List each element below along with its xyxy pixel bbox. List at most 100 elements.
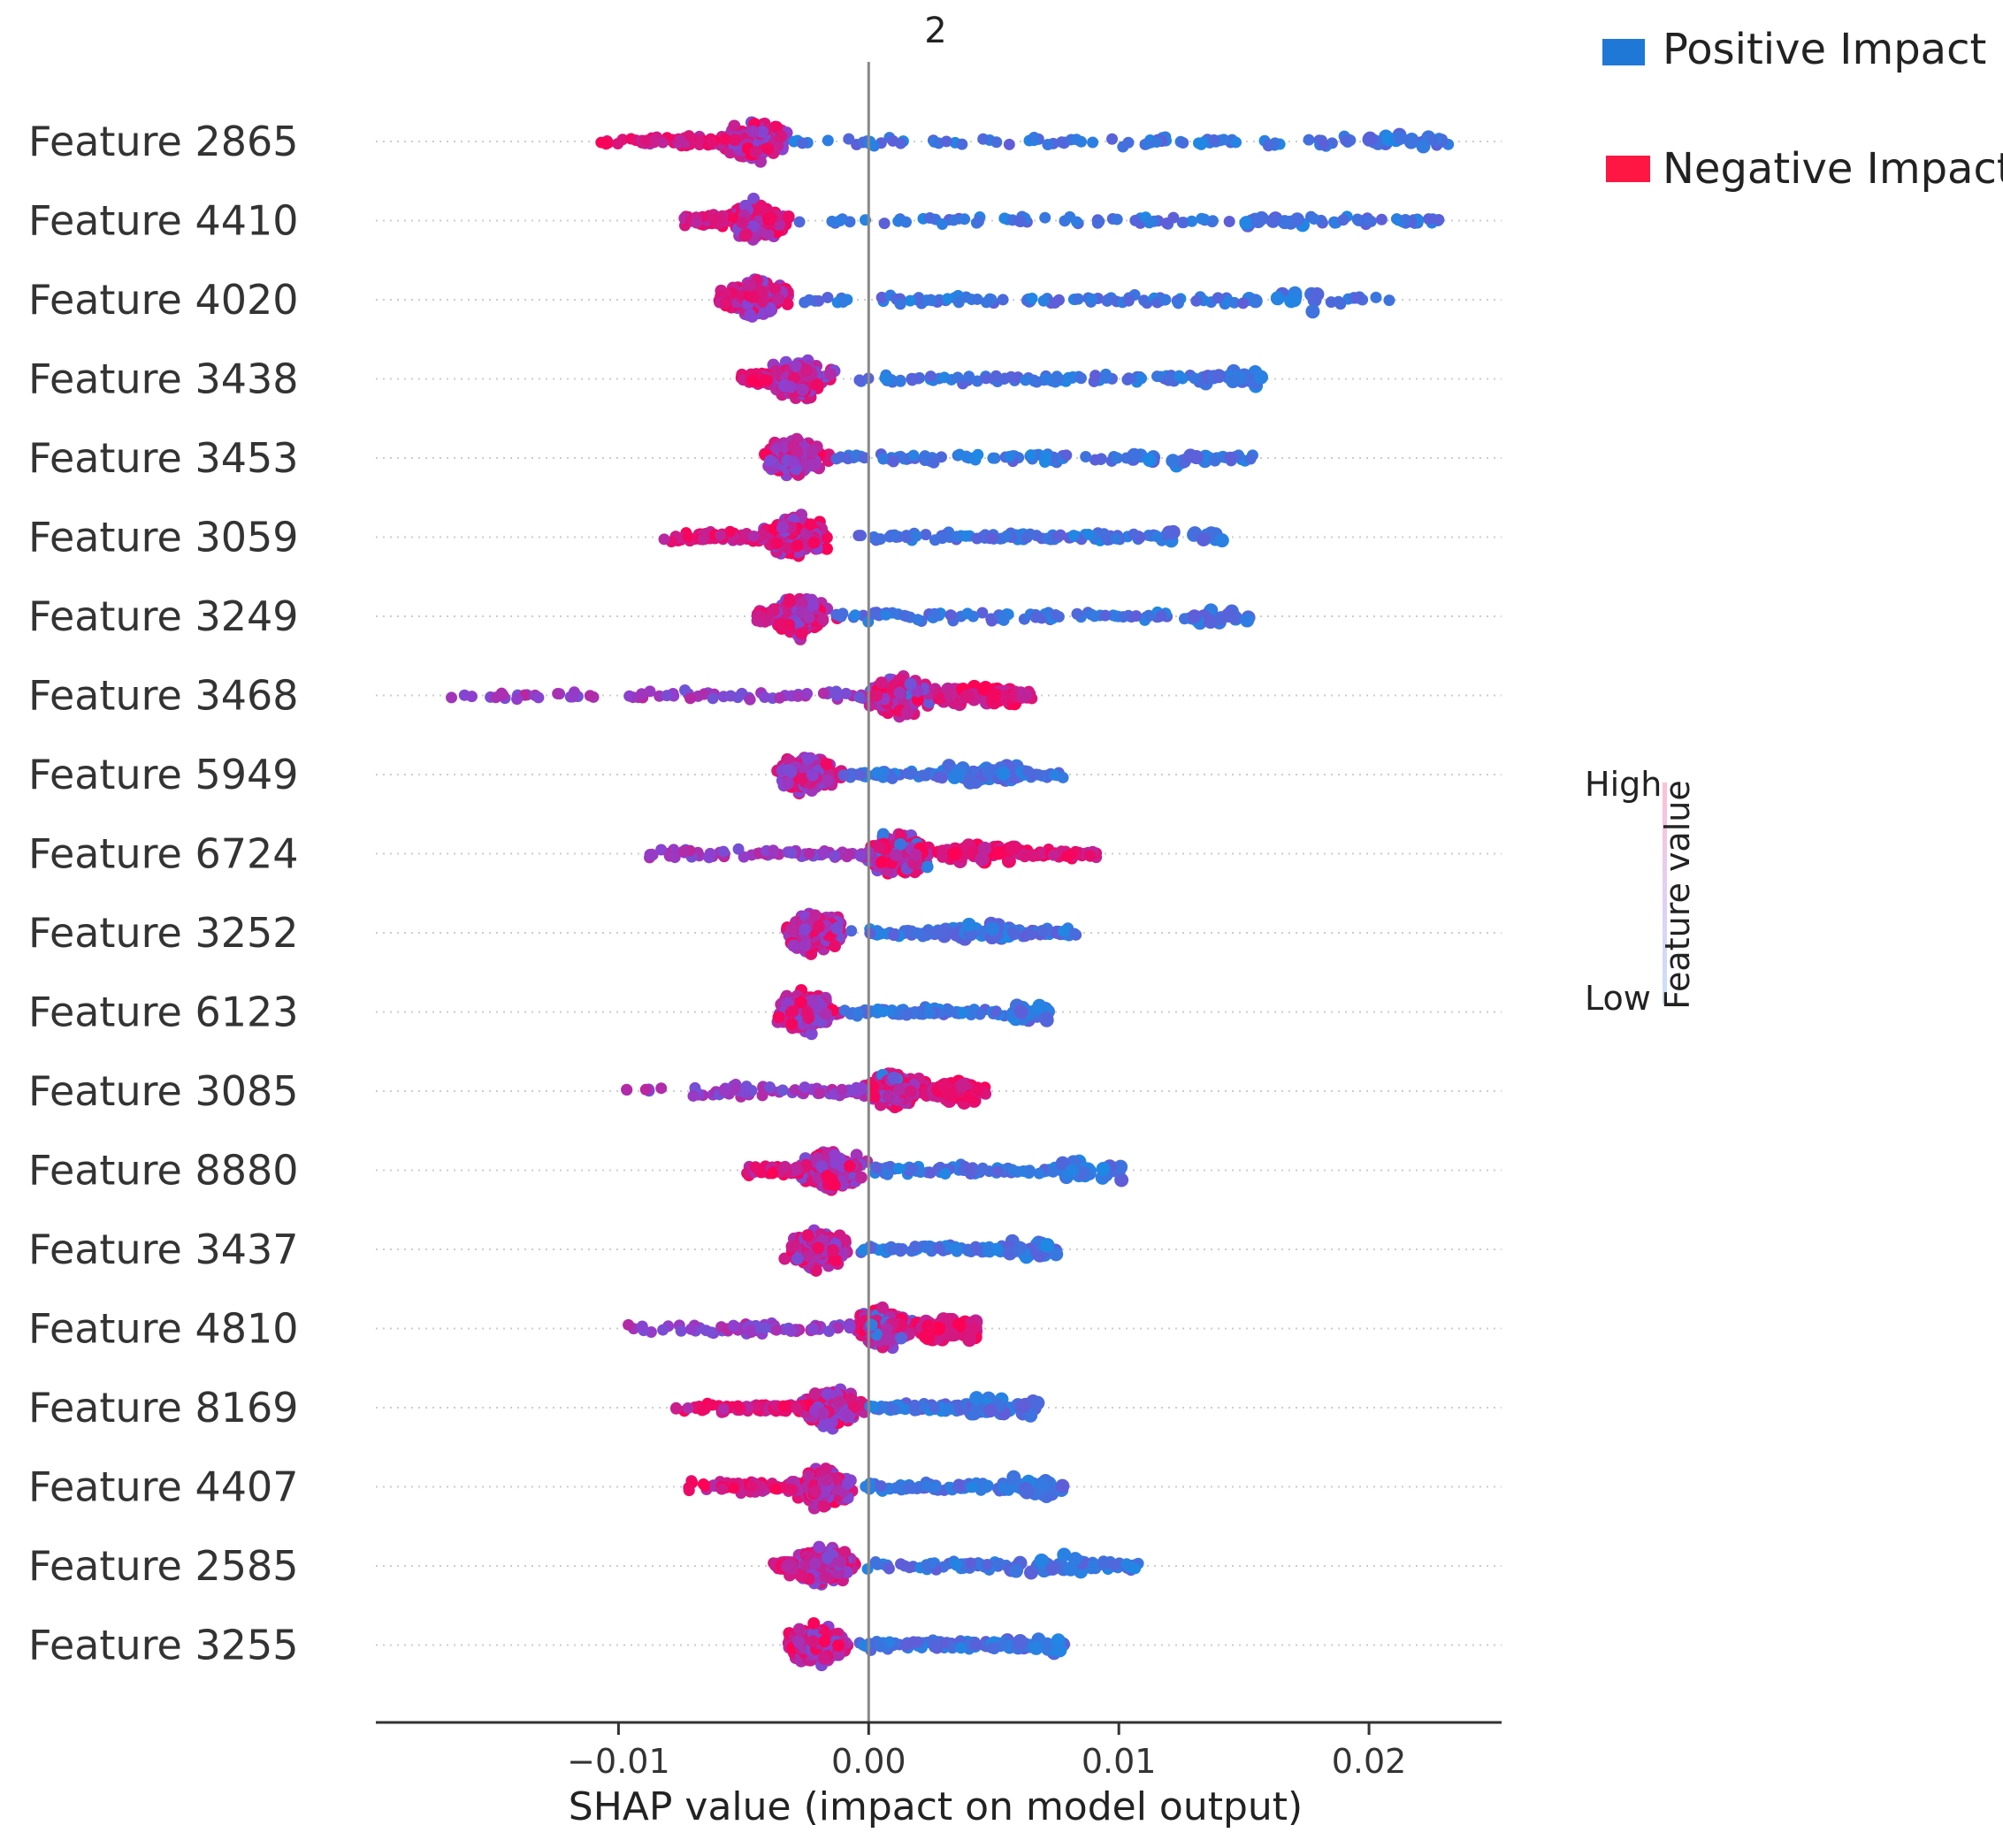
shap-point bbox=[584, 690, 596, 702]
shap-point bbox=[706, 135, 718, 148]
shap-point bbox=[704, 847, 716, 859]
shap-point bbox=[822, 774, 835, 787]
feature-label: Feature 6123 bbox=[28, 989, 299, 1036]
feature-label: Feature 3249 bbox=[28, 592, 299, 640]
shap-point bbox=[1111, 213, 1123, 225]
shap-point bbox=[1025, 928, 1037, 941]
feature-row-points bbox=[644, 828, 1103, 880]
shap-point bbox=[1155, 609, 1167, 622]
shap-point bbox=[1196, 531, 1211, 546]
shap-point bbox=[824, 368, 837, 381]
shap-point bbox=[837, 296, 849, 309]
shap-point bbox=[1214, 533, 1229, 548]
shap-point bbox=[674, 134, 686, 146]
shap-point bbox=[1174, 370, 1186, 382]
shap-point bbox=[497, 689, 509, 701]
shap-point bbox=[1305, 304, 1320, 319]
shap-point bbox=[1226, 374, 1241, 389]
shap-point bbox=[1071, 608, 1083, 621]
shap-point bbox=[818, 847, 830, 859]
shap-point bbox=[816, 613, 829, 626]
shap-point bbox=[1383, 294, 1395, 307]
shap-point bbox=[871, 767, 883, 779]
shap-point bbox=[924, 370, 937, 383]
shap-point bbox=[1138, 294, 1151, 307]
shap-point bbox=[845, 925, 858, 937]
shap-point bbox=[1072, 293, 1084, 305]
shap-point bbox=[770, 120, 784, 134]
shap-point bbox=[807, 536, 821, 549]
shap-point bbox=[1432, 214, 1444, 226]
shap-point bbox=[661, 690, 673, 702]
shap-point bbox=[801, 752, 814, 765]
shap-point bbox=[567, 691, 579, 703]
shap-point bbox=[923, 1007, 936, 1019]
shap-point bbox=[772, 1011, 785, 1024]
shap-point bbox=[1190, 294, 1203, 307]
shap-point bbox=[1049, 297, 1061, 309]
shap-point bbox=[812, 920, 825, 934]
shap-point bbox=[802, 611, 815, 624]
shap-point bbox=[747, 530, 760, 542]
shap-point bbox=[990, 136, 1003, 149]
shap-point bbox=[1310, 286, 1325, 302]
shap-point bbox=[1089, 610, 1101, 622]
shap-point bbox=[1093, 215, 1105, 227]
shap-point bbox=[783, 595, 796, 608]
feature-row-points bbox=[446, 669, 1038, 723]
feature-label: Feature 4407 bbox=[28, 1463, 299, 1511]
data-points bbox=[446, 116, 1455, 1672]
shap-point bbox=[697, 533, 709, 546]
shap-point bbox=[928, 456, 940, 469]
shap-point bbox=[800, 363, 814, 377]
shap-point bbox=[1143, 217, 1156, 229]
shap-point bbox=[784, 380, 797, 393]
shap-point bbox=[794, 996, 807, 1009]
shap-point bbox=[1422, 213, 1434, 225]
shap-point bbox=[943, 687, 958, 702]
shap-point bbox=[900, 1009, 913, 1021]
feature-label: Feature 4810 bbox=[28, 1305, 299, 1353]
shap-point bbox=[791, 690, 804, 702]
shap-point bbox=[761, 374, 773, 386]
shap-point bbox=[1041, 532, 1053, 545]
feature-row-points bbox=[771, 983, 1055, 1041]
shap-point bbox=[880, 608, 892, 621]
shap-point bbox=[878, 218, 891, 230]
shap-point bbox=[1399, 214, 1411, 226]
shap-point bbox=[1270, 291, 1285, 306]
shap-point bbox=[1100, 371, 1112, 384]
shap-point bbox=[1129, 214, 1142, 226]
shap-point bbox=[1028, 374, 1041, 386]
shap-point bbox=[639, 134, 652, 147]
shap-point bbox=[781, 297, 794, 310]
shap-point bbox=[1416, 139, 1431, 154]
shap-point bbox=[1277, 215, 1292, 230]
shap-point bbox=[787, 455, 800, 469]
shap-point bbox=[1004, 450, 1016, 462]
feature-label: Feature 3252 bbox=[28, 909, 299, 957]
shap-point bbox=[776, 521, 789, 534]
shap-point bbox=[756, 1089, 768, 1102]
shap-point bbox=[747, 192, 761, 205]
shap-point bbox=[639, 1083, 652, 1096]
shap-point bbox=[937, 218, 949, 230]
shap-point bbox=[808, 909, 822, 922]
shap-point bbox=[923, 212, 936, 225]
shap-point bbox=[1006, 926, 1019, 938]
shap-point bbox=[1111, 452, 1123, 464]
shap-point bbox=[952, 296, 965, 309]
shap-point bbox=[1375, 213, 1388, 225]
shap-point bbox=[991, 845, 1006, 860]
shap-point bbox=[929, 608, 942, 621]
shap-point bbox=[683, 130, 695, 142]
shap-point bbox=[961, 917, 976, 932]
shap-point bbox=[947, 214, 959, 226]
shap-point bbox=[813, 294, 825, 307]
shap-point bbox=[1080, 451, 1092, 463]
shap-point bbox=[990, 1006, 1002, 1019]
shap-point bbox=[817, 687, 829, 699]
shap-point bbox=[830, 453, 843, 465]
shap-point bbox=[882, 1089, 895, 1103]
